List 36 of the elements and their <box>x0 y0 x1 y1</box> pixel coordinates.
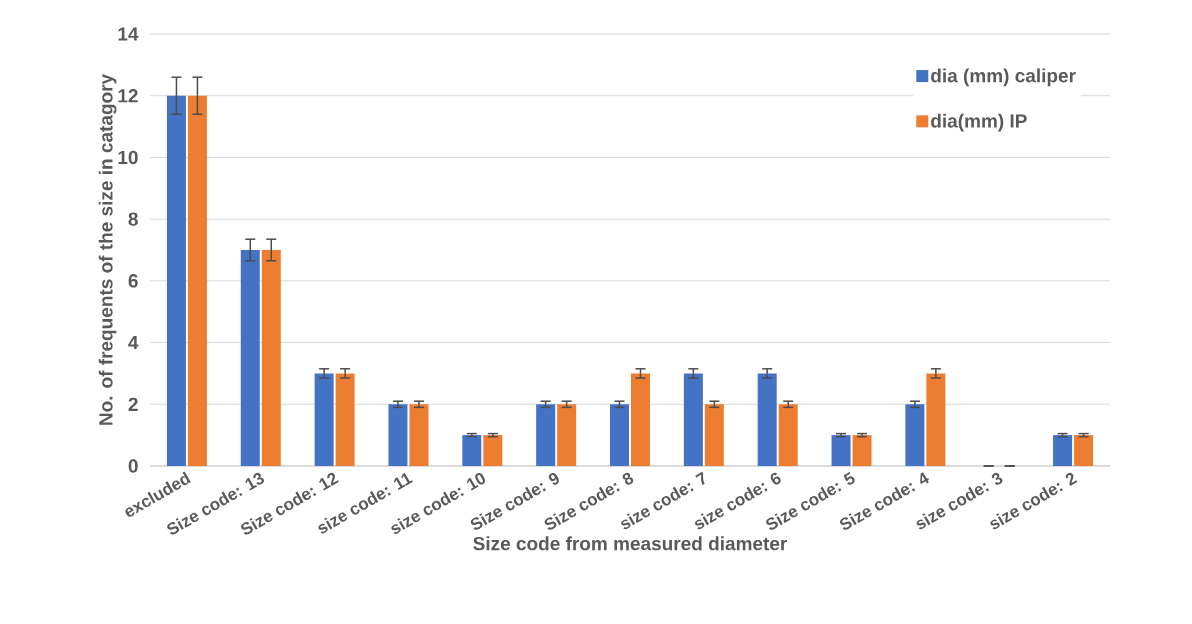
bar <box>261 249 281 466</box>
y-axis-title: No. of frequents of the size in catagory <box>98 73 117 425</box>
bar <box>683 373 703 466</box>
y-tick-label: 2 <box>128 397 138 411</box>
bar <box>757 373 777 466</box>
y-tick-label: 10 <box>118 150 138 165</box>
bar <box>536 404 556 466</box>
bar <box>905 404 925 466</box>
x-axis-title: Size code from measured diameter <box>473 536 788 551</box>
bar <box>831 435 851 466</box>
bar <box>166 95 186 466</box>
bar <box>388 404 408 466</box>
bar <box>240 249 260 466</box>
y-tick-label: 4 <box>128 336 139 350</box>
legend-label: dia(mm) IP <box>931 113 1027 132</box>
bar <box>1053 435 1073 466</box>
bar <box>314 373 334 466</box>
bar <box>187 95 207 466</box>
bar <box>335 373 355 466</box>
y-tick-label: 8 <box>128 212 138 226</box>
bar <box>1074 435 1094 466</box>
y-tick-label: 14 <box>118 27 139 41</box>
bar <box>852 435 872 466</box>
bar <box>557 404 577 466</box>
bar <box>409 404 429 466</box>
legend-label: dia (mm) caliper <box>931 68 1076 87</box>
bar <box>926 373 946 466</box>
bar <box>704 404 724 466</box>
bar <box>631 373 650 466</box>
y-tick-label: 12 <box>118 89 138 103</box>
bar <box>778 404 798 466</box>
bar <box>483 435 503 466</box>
bar <box>462 435 482 466</box>
bar <box>610 404 629 466</box>
y-tick-label: 6 <box>128 274 138 288</box>
y-tick-label: 0 <box>128 459 138 473</box>
